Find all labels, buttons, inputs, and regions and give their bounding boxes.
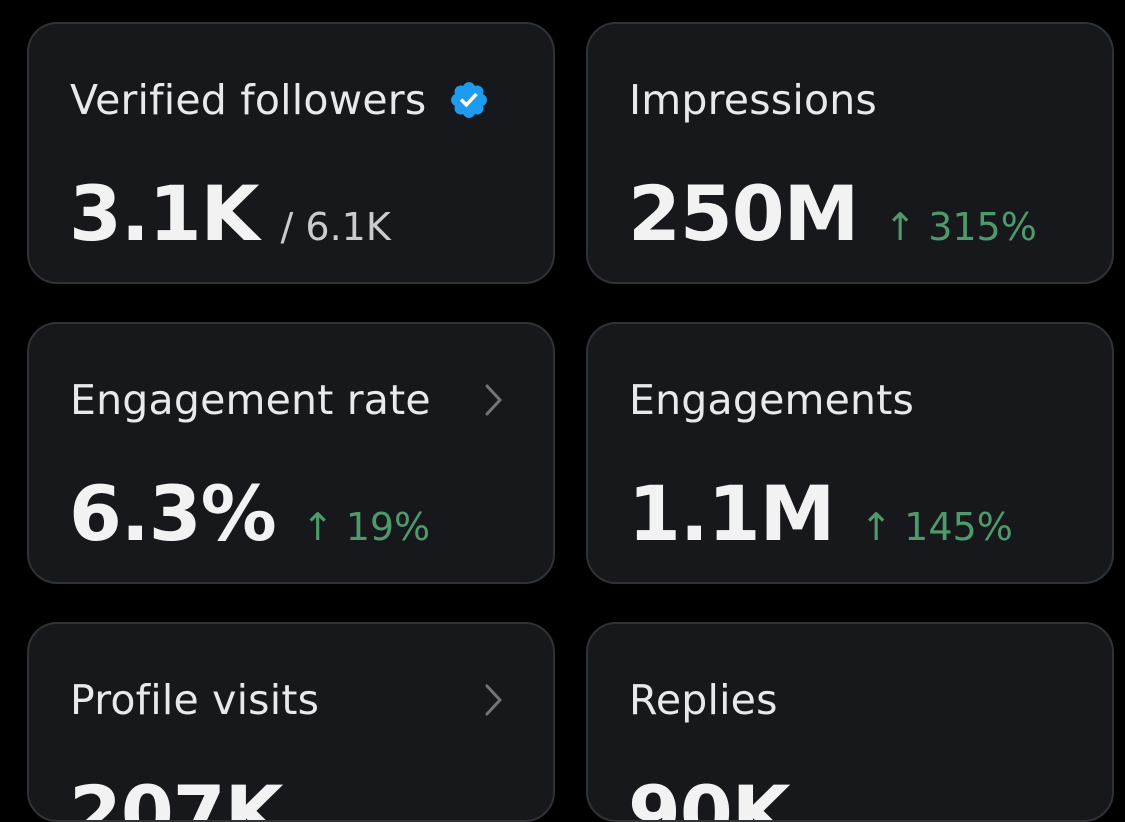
card-metric: 6.3% ↑ 19% (69, 469, 430, 558)
card-label: Replies (629, 676, 778, 724)
metric-change: ↑ 315% (884, 205, 1037, 249)
metric-value: 207K (69, 769, 284, 822)
metric-change: ↑ 19% (301, 505, 431, 549)
chevron-right-icon[interactable] (483, 682, 505, 718)
engagement-rate-card[interactable]: Engagement rate 6.3% ↑ 19% (27, 322, 555, 584)
verified-followers-card[interactable]: Verified followers 3.1K / 6.1K (27, 22, 555, 284)
card-header: Engagement rate (70, 374, 529, 426)
card-metric: 90K (628, 769, 791, 822)
card-metric: 250M ↑ 315% (628, 169, 1037, 258)
metric-change: ↑ 145% (860, 505, 1013, 549)
card-header: Impressions (629, 74, 1088, 126)
card-label: Engagement rate (70, 376, 431, 424)
analytics-card-grid: Verified followers 3.1K / 6.1K Impressio… (27, 22, 1114, 822)
metric-value: 250M (628, 169, 859, 258)
card-metric: 207K (69, 769, 284, 822)
chevron-right-icon[interactable] (483, 382, 505, 418)
card-label: Profile visits (70, 676, 320, 724)
card-header: Verified followers (70, 74, 529, 126)
card-label: Impressions (629, 76, 877, 124)
replies-card[interactable]: Replies 90K (586, 622, 1114, 822)
verified-badge-icon (448, 79, 490, 121)
card-header: Replies (629, 674, 1088, 726)
card-label: Engagements (629, 376, 915, 424)
card-metric: 1.1M ↑ 145% (628, 469, 1013, 558)
profile-visits-card[interactable]: Profile visits 207K (27, 622, 555, 822)
metric-value: 3.1K (69, 169, 260, 258)
card-header: Engagements (629, 374, 1088, 426)
card-label: Verified followers (70, 76, 427, 124)
impressions-card[interactable]: Impressions 250M ↑ 315% (586, 22, 1114, 284)
metric-value: 90K (628, 769, 791, 822)
metric-value: 1.1M (628, 469, 835, 558)
metric-value: 6.3% (69, 469, 277, 558)
metric-total: / 6.1K (280, 205, 391, 249)
engagements-card[interactable]: Engagements 1.1M ↑ 145% (586, 322, 1114, 584)
card-header: Profile visits (70, 674, 529, 726)
card-metric: 3.1K / 6.1K (69, 169, 391, 258)
